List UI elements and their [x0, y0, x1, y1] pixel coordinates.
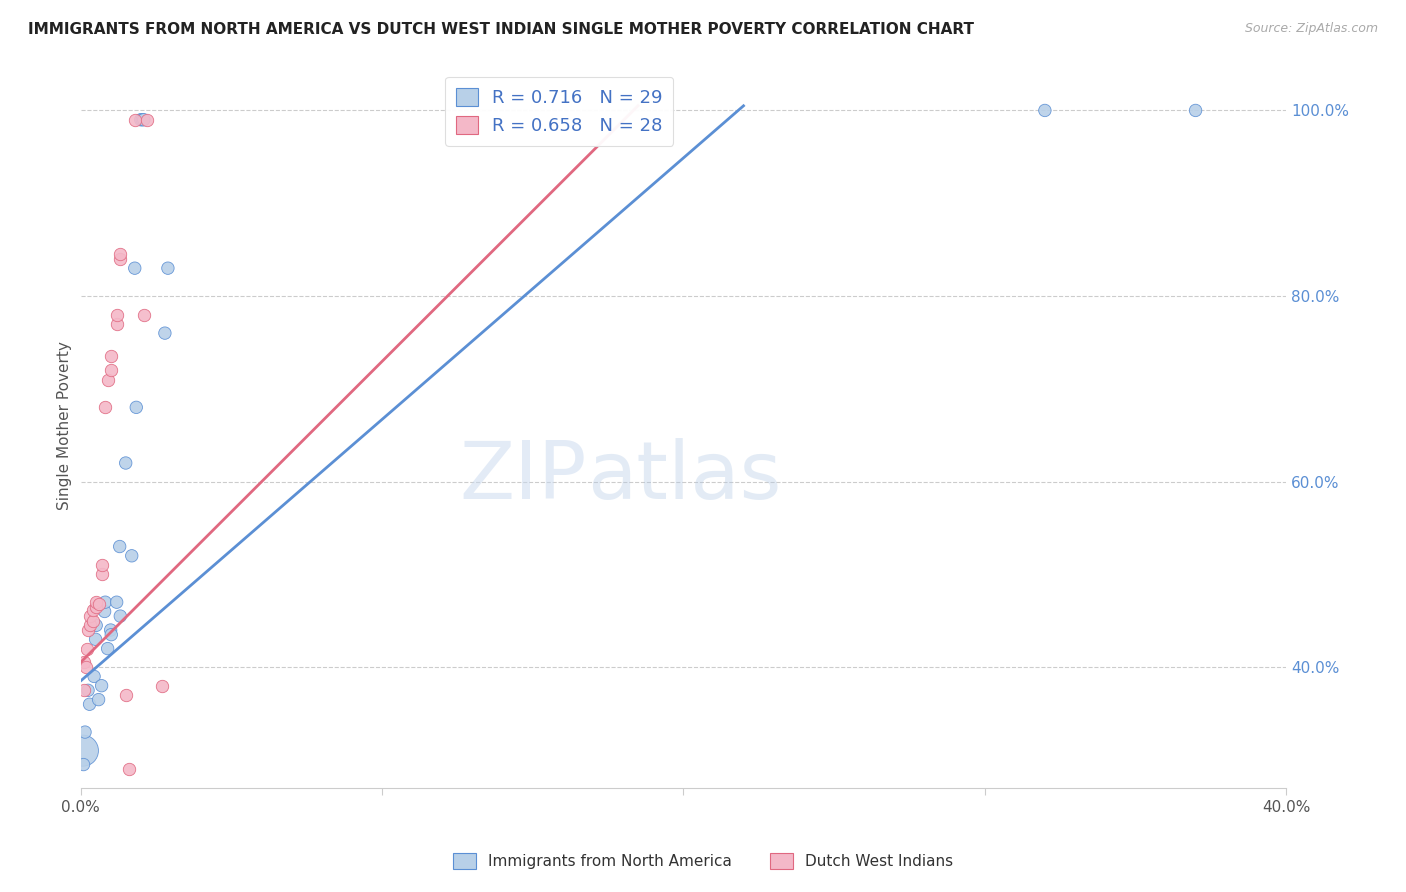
- Point: [124, 261, 146, 276]
- Text: ZIP: ZIP: [460, 438, 586, 516]
- Point: [132, 112, 155, 127]
- Point: [93, 401, 115, 415]
- Point: [108, 252, 131, 266]
- Point: [1184, 103, 1206, 118]
- Point: [129, 112, 152, 127]
- Text: Source: ZipAtlas.com: Source: ZipAtlas.com: [1244, 22, 1378, 36]
- Point: [100, 628, 122, 642]
- Point: [135, 112, 157, 127]
- Point: [93, 605, 115, 619]
- Point: [82, 602, 104, 616]
- Point: [105, 595, 128, 609]
- Point: [84, 618, 107, 632]
- Point: [124, 112, 146, 127]
- Point: [73, 725, 96, 739]
- Point: [108, 540, 131, 554]
- Point: [83, 669, 105, 683]
- Point: [82, 614, 104, 628]
- Point: [153, 326, 176, 340]
- Point: [114, 688, 136, 702]
- Point: [100, 623, 122, 637]
- Legend: Immigrants from North America, Dutch West Indians: Immigrants from North America, Dutch Wes…: [447, 847, 959, 875]
- Point: [100, 349, 122, 363]
- Point: [72, 757, 94, 772]
- Point: [91, 558, 114, 572]
- Point: [84, 595, 107, 609]
- Text: IMMIGRANTS FROM NORTH AMERICA VS DUTCH WEST INDIAN SINGLE MOTHER POVERTY CORRELA: IMMIGRANTS FROM NORTH AMERICA VS DUTCH W…: [28, 22, 974, 37]
- Point: [75, 660, 97, 674]
- Point: [76, 641, 98, 656]
- Point: [77, 623, 100, 637]
- Legend: R = 0.716   N = 29, R = 0.658   N = 28: R = 0.716 N = 29, R = 0.658 N = 28: [446, 77, 673, 146]
- Point: [77, 683, 100, 698]
- Point: [118, 762, 141, 776]
- Point: [73, 656, 96, 670]
- Point: [110, 609, 132, 624]
- Point: [132, 308, 155, 322]
- Point: [84, 599, 107, 614]
- Point: [72, 744, 94, 758]
- Point: [150, 679, 173, 693]
- Point: [100, 363, 122, 377]
- Point: [131, 112, 153, 127]
- Point: [90, 567, 112, 582]
- Point: [105, 317, 128, 331]
- Point: [87, 597, 110, 611]
- Point: [87, 692, 110, 706]
- Point: [121, 549, 143, 563]
- Point: [97, 372, 120, 386]
- Point: [156, 261, 179, 276]
- Point: [90, 679, 112, 693]
- Point: [72, 683, 94, 698]
- Point: [94, 595, 117, 609]
- Point: [84, 632, 107, 647]
- Point: [114, 456, 136, 470]
- Y-axis label: Single Mother Poverty: Single Mother Poverty: [58, 342, 72, 510]
- Point: [79, 698, 101, 712]
- Point: [110, 247, 132, 261]
- Point: [79, 618, 101, 632]
- Point: [1033, 103, 1056, 118]
- Point: [125, 401, 148, 415]
- Text: atlas: atlas: [586, 438, 782, 516]
- Point: [105, 308, 128, 322]
- Point: [97, 641, 120, 656]
- Point: [79, 609, 101, 624]
